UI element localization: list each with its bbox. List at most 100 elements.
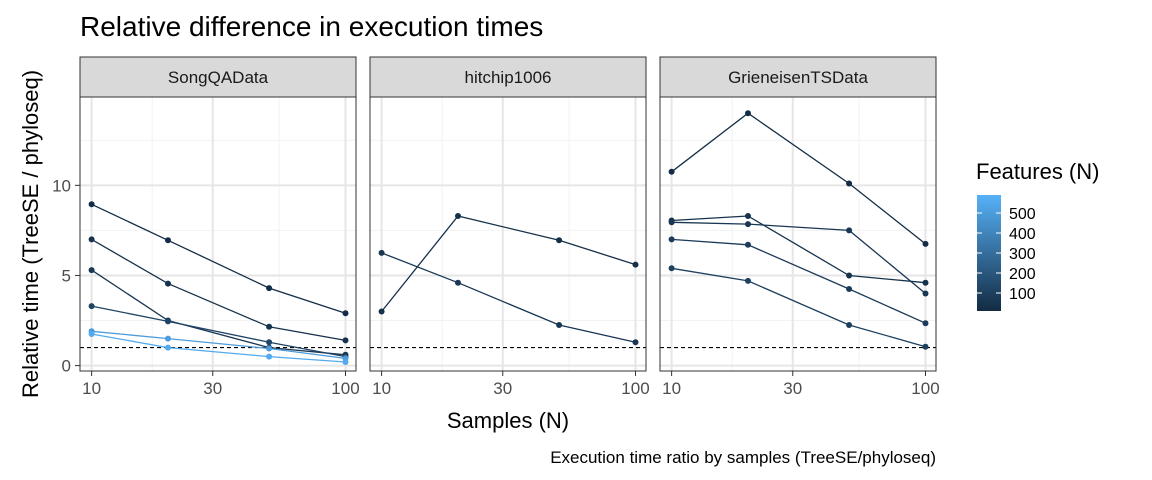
data-point xyxy=(88,267,95,274)
data-point xyxy=(922,343,929,350)
data-point xyxy=(846,322,853,328)
x-axis-title: Samples (N) xyxy=(447,408,569,433)
panel-border xyxy=(79,96,357,372)
data-point xyxy=(745,277,751,284)
data-point xyxy=(745,221,751,228)
data-point xyxy=(342,359,349,365)
panel-background xyxy=(370,97,646,371)
x-tick-label: 30 xyxy=(203,379,222,398)
series-line xyxy=(91,330,346,360)
data-point xyxy=(846,272,853,279)
data-point xyxy=(165,237,171,244)
series-80 xyxy=(668,236,929,327)
data-point xyxy=(165,280,171,287)
data-point xyxy=(165,344,171,351)
data-point xyxy=(745,110,751,117)
series-20 xyxy=(88,201,349,317)
data-point xyxy=(556,237,563,244)
chart-caption: Execution time ratio by samples (TreeSE/… xyxy=(550,448,936,467)
y-tick-label: 10 xyxy=(52,176,71,195)
x-tick-label: 10 xyxy=(662,379,681,398)
series-line xyxy=(91,305,346,358)
data-point xyxy=(922,290,929,297)
series-line xyxy=(381,215,636,312)
series-40 xyxy=(668,213,929,286)
legend: Features (N) 100 200 300 400 500 xyxy=(976,159,1099,311)
panels: SongQAData 10 30 100 0 5 10 hitchip1006 10 30 100 G… xyxy=(52,56,940,398)
data-point xyxy=(846,227,853,234)
legend-label: 400 xyxy=(1009,226,1036,243)
series-line xyxy=(381,252,636,343)
series-line xyxy=(91,238,346,342)
data-point xyxy=(88,331,95,337)
data-point xyxy=(342,337,349,344)
data-point xyxy=(266,339,273,346)
facet-panel-SongQAData: SongQAData 10 30 100 0 5 10 xyxy=(52,56,360,398)
series-40 xyxy=(88,236,349,344)
data-point xyxy=(455,279,461,286)
series-line xyxy=(91,203,346,314)
x-tick-label: 10 xyxy=(82,379,101,398)
data-point xyxy=(668,219,675,226)
panel-border xyxy=(659,96,937,372)
data-point xyxy=(378,249,385,256)
data-point xyxy=(165,318,171,325)
series-60 xyxy=(668,219,929,297)
data-point xyxy=(922,240,929,247)
data-point xyxy=(668,265,675,272)
series-line xyxy=(91,269,346,356)
legend-label: 100 xyxy=(1009,286,1036,303)
y-tick-label: 0 xyxy=(62,357,71,376)
x-tick-label: 30 xyxy=(783,379,802,398)
data-point xyxy=(668,236,675,243)
data-point xyxy=(632,339,639,346)
panel-border xyxy=(369,96,647,372)
data-point xyxy=(88,236,95,243)
data-point xyxy=(266,323,273,330)
series-line xyxy=(671,112,926,245)
data-point xyxy=(846,286,853,292)
x-tick-label: 100 xyxy=(911,379,939,398)
series-20 xyxy=(668,110,929,247)
data-point xyxy=(556,322,563,328)
facet-strip xyxy=(369,56,647,98)
series-100 xyxy=(668,265,929,350)
panel-background xyxy=(660,97,936,371)
x-tick-label: 30 xyxy=(493,379,512,398)
series-line xyxy=(671,221,926,295)
data-point xyxy=(266,353,273,360)
data-point xyxy=(266,345,273,352)
y-tick-label: 5 xyxy=(62,266,71,285)
x-tick-label: 10 xyxy=(372,379,391,398)
data-point xyxy=(342,310,349,317)
data-point xyxy=(922,320,929,327)
legend-title: Features (N) xyxy=(976,159,1099,184)
data-point xyxy=(165,335,171,342)
panel-background xyxy=(80,97,356,371)
data-point xyxy=(668,168,675,175)
data-point xyxy=(632,261,639,268)
series-line xyxy=(671,238,926,324)
data-point xyxy=(745,213,751,219)
data-point xyxy=(745,241,751,248)
data-point xyxy=(922,279,929,286)
facet-strip-label: SongQAData xyxy=(168,68,269,87)
series-line xyxy=(671,267,926,348)
legend-label: 500 xyxy=(1009,206,1036,223)
data-point xyxy=(846,180,853,187)
facet-strip-label: GrieneisenTSData xyxy=(728,68,868,87)
x-tick-label: 100 xyxy=(331,379,359,398)
series-560 xyxy=(88,331,349,365)
facet-strip-label: hitchip1006 xyxy=(465,68,552,87)
data-point xyxy=(266,285,273,292)
facet-strip xyxy=(79,56,357,98)
data-point xyxy=(88,201,95,208)
data-point xyxy=(378,308,385,315)
facet-strip xyxy=(659,56,937,98)
x-tick-label: 100 xyxy=(621,379,649,398)
facet-panel-hitchip1006: hitchip1006 10 30 100 xyxy=(369,56,650,398)
legend-label: 200 xyxy=(1009,266,1036,283)
series-60 xyxy=(378,249,639,346)
series-line xyxy=(91,333,346,363)
